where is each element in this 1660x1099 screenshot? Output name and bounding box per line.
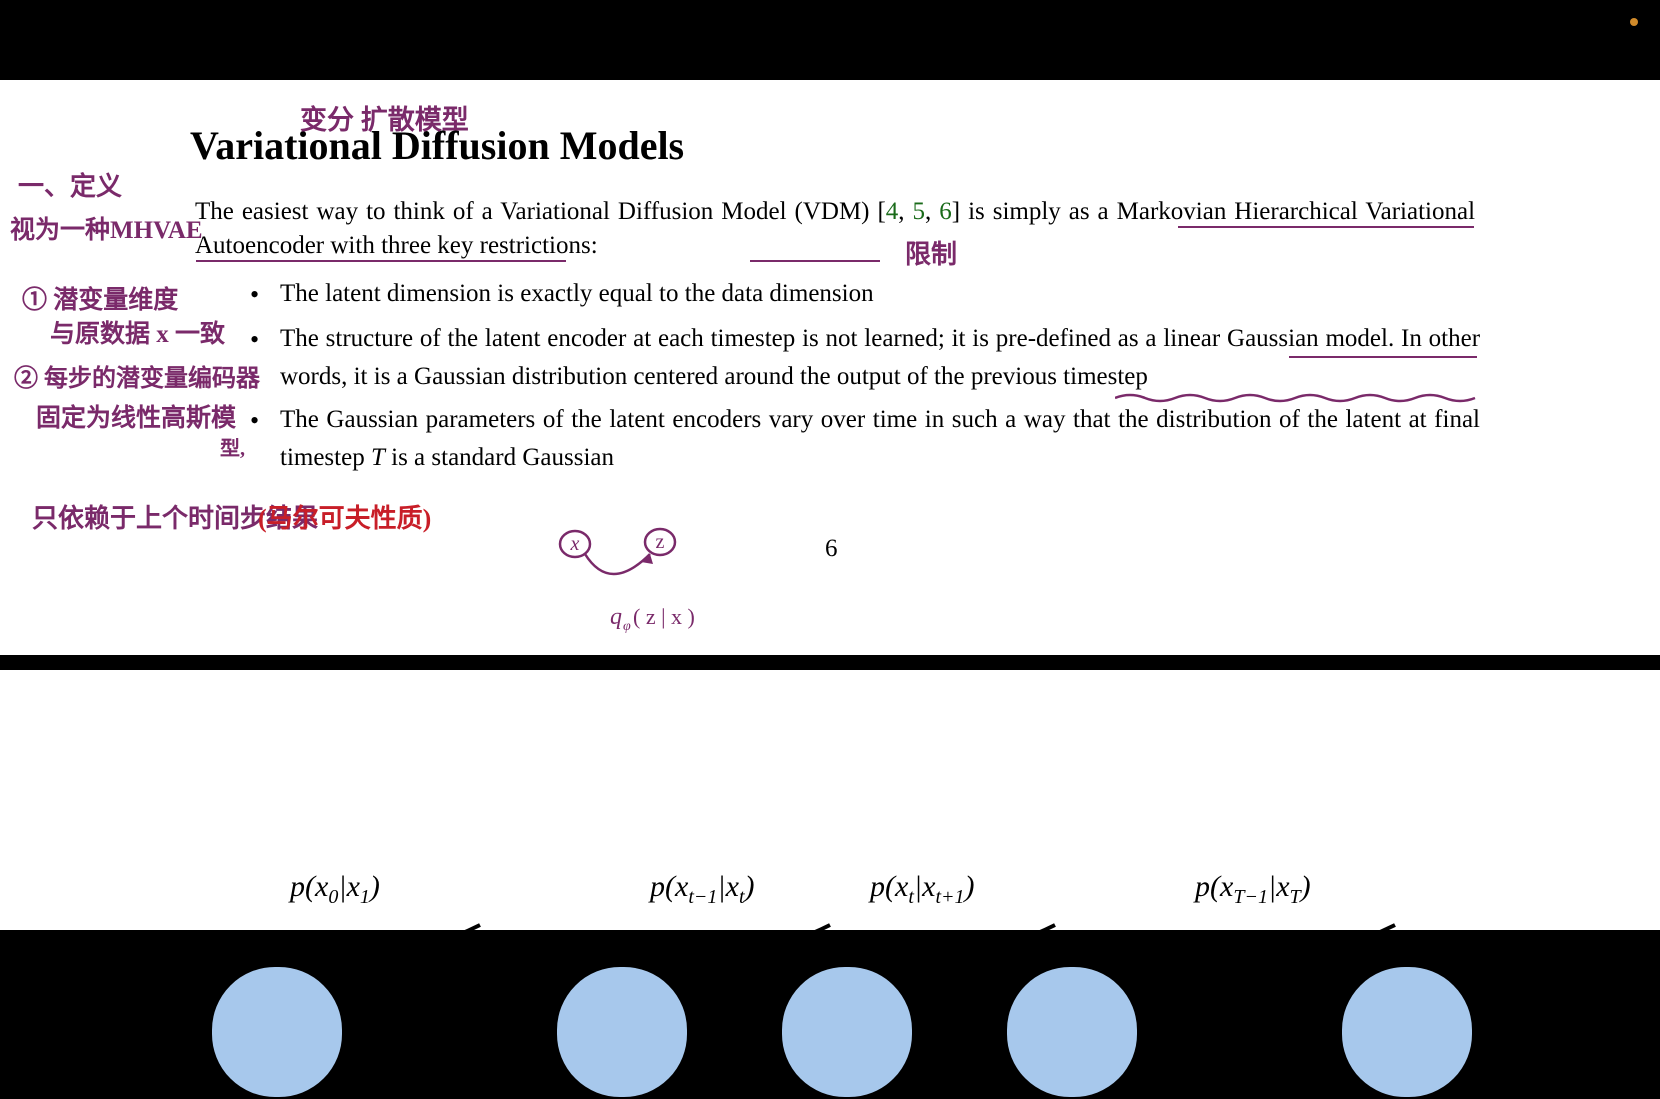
hw-title-translation: 变分 扩散模型 (300, 98, 469, 137)
underline-markovian (1178, 226, 1474, 228)
underline-linear-gaussian (1289, 356, 1477, 358)
bullet-dot-1: • (250, 275, 280, 314)
ref-sep1: , (898, 198, 912, 225)
hw-margin-note2b2: 型, (220, 432, 245, 461)
hw-sketch-xz: x z q φ ( z | x ) (555, 524, 735, 644)
para1-mid: is simply as a (960, 198, 1117, 225)
sketch-q-label: q (610, 604, 622, 630)
b2-linear-gaussian: linear Gaussian (1163, 325, 1318, 352)
hw-margin-定义: 一、定义 (18, 166, 122, 203)
diagram-node-x0 (210, 965, 344, 1099)
wavy-underline-prev-timestep (1115, 392, 1480, 406)
sketch-cond-label: ( z | x ) (633, 604, 695, 629)
paper-page-lower (0, 670, 1660, 930)
sketch-x-label: x (570, 533, 580, 555)
ref-4[interactable]: 4 (886, 198, 899, 225)
ref-open: [ (877, 198, 885, 225)
hw-margin-note2a: ② 每步的潜变量编码器 (14, 358, 260, 393)
sketch-z-label: z (656, 531, 665, 553)
b2-prev-timestep: output of the previous timestep (837, 363, 1148, 390)
ref-sep2: , (925, 198, 939, 225)
para1-colon: : (591, 232, 598, 259)
sketch-phi-label: φ (623, 619, 631, 634)
b3-T: T (371, 444, 385, 471)
bullet-3: • The Gaussian parameters of the latent … (250, 401, 1480, 476)
bullet-1: • The latent dimension is exactly equal … (250, 275, 1480, 314)
diagram-node-xtp1 (1005, 965, 1139, 1099)
diagram-node-xT (1340, 965, 1474, 1099)
diagram-node-xtm1 (555, 965, 689, 1099)
underline-restrictions (750, 260, 880, 262)
hw-margin-markov-red: (马尔可夫性质) (258, 498, 431, 535)
ref-close: ] (952, 198, 960, 225)
ref-6[interactable]: 6 (939, 198, 952, 225)
para1-pre: The easiest way to think of a Variationa… (195, 198, 877, 225)
para1-post: with three key (324, 232, 480, 259)
bullet-1-text: The latent dimension is exactly equal to… (280, 275, 1480, 314)
ref-5[interactable]: 5 (913, 198, 926, 225)
hw-restrictions-label: 限制 (905, 234, 957, 271)
para1-restrict: restrictions (480, 232, 591, 259)
underline-vae (196, 260, 566, 262)
bullet-dot-3: • (250, 401, 280, 476)
bullet-3-text: The Gaussian parameters of the latent en… (280, 401, 1480, 476)
hw-margin-mhvae: 视为一种MHVAE (10, 210, 203, 246)
intro-paragraph: The easiest way to think of a Variationa… (195, 195, 1475, 263)
recording-dot (1630, 18, 1638, 26)
page-number: 6 (825, 535, 838, 563)
diagram-node-xt (780, 965, 914, 1099)
hw-margin-note2b: 固定为线性高斯模 (36, 398, 236, 434)
restrictions-list: • The latent dimension is exactly equal … (250, 275, 1480, 482)
hw-margin-note1a: ① 潜变量维度 (22, 280, 178, 316)
hw-margin-note1b: 与原数据 x 一致 (50, 314, 225, 350)
